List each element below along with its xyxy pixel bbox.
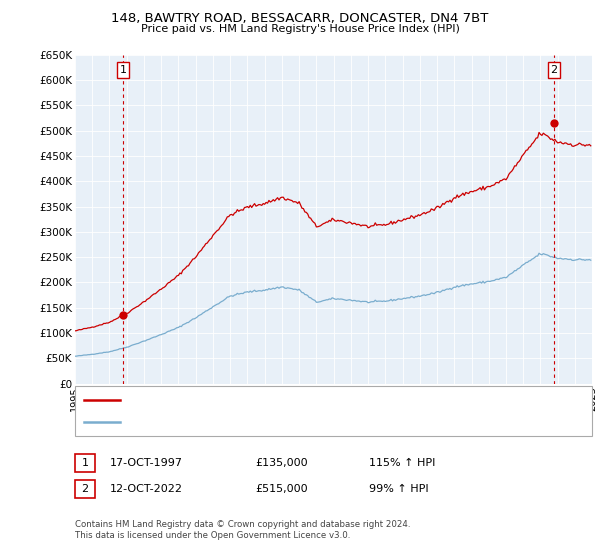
Text: £135,000: £135,000 (255, 458, 308, 468)
Text: 148, BAWTRY ROAD, BESSACARR, DONCASTER, DN4 7BT: 148, BAWTRY ROAD, BESSACARR, DONCASTER, … (112, 12, 488, 25)
Text: 2: 2 (82, 484, 88, 494)
Text: 99% ↑ HPI: 99% ↑ HPI (369, 484, 428, 494)
Text: 115% ↑ HPI: 115% ↑ HPI (369, 458, 436, 468)
Text: 17-OCT-1997: 17-OCT-1997 (110, 458, 183, 468)
Text: 1: 1 (119, 65, 127, 75)
Text: HPI: Average price, detached house, Doncaster: HPI: Average price, detached house, Donc… (126, 417, 361, 427)
Text: 148, BAWTRY ROAD, BESSACARR, DONCASTER, DN4 7BT (detached house): 148, BAWTRY ROAD, BESSACARR, DONCASTER, … (126, 395, 500, 405)
Text: £515,000: £515,000 (255, 484, 308, 494)
Text: 12-OCT-2022: 12-OCT-2022 (110, 484, 183, 494)
Text: Price paid vs. HM Land Registry's House Price Index (HPI): Price paid vs. HM Land Registry's House … (140, 24, 460, 34)
Text: Contains HM Land Registry data © Crown copyright and database right 2024.
This d: Contains HM Land Registry data © Crown c… (75, 520, 410, 540)
Text: 1: 1 (82, 458, 88, 468)
Text: 2: 2 (551, 65, 557, 75)
